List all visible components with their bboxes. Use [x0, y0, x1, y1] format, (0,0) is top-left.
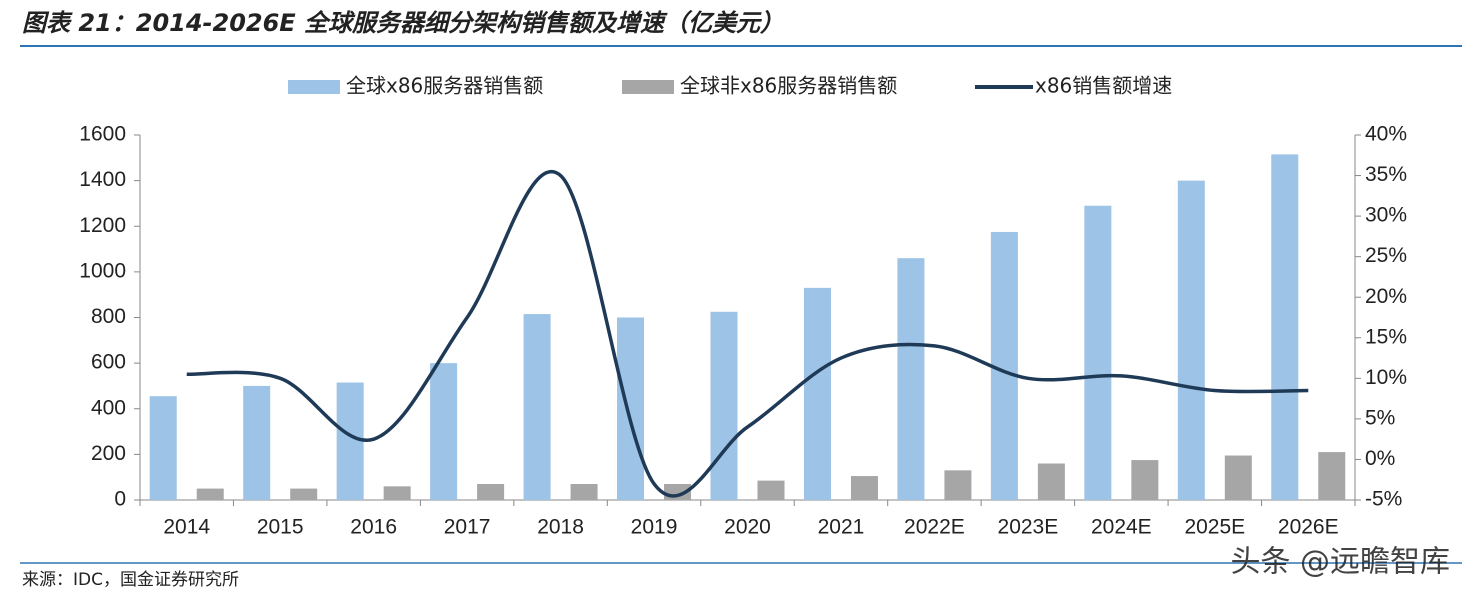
y-tick-label: 600 — [91, 351, 126, 374]
y-tick-label: 800 — [91, 305, 126, 328]
y2-tick-label: 10% — [1365, 366, 1407, 389]
x-tick-label: 2022E — [904, 516, 965, 539]
bar — [477, 484, 505, 500]
bar — [1131, 460, 1159, 500]
bar — [196, 488, 224, 500]
y-tick-label: 0 — [114, 488, 126, 511]
bar — [710, 311, 738, 500]
bar — [1271, 154, 1299, 500]
legend-swatch — [288, 80, 340, 94]
bar — [430, 363, 458, 500]
y-tick-label: 1600 — [79, 123, 126, 146]
source: 来源：IDC，国金证券研究所 — [22, 570, 239, 590]
y2-tick-label: 15% — [1365, 325, 1407, 348]
y-tick-label: 1200 — [79, 214, 126, 237]
bar — [243, 385, 271, 500]
bar — [850, 476, 878, 500]
x-tick-label: 2021 — [818, 516, 865, 539]
y2-tick-label: 25% — [1365, 244, 1407, 267]
line — [186, 170, 1309, 498]
bar — [1318, 452, 1346, 500]
y2-tick-label: 30% — [1365, 204, 1407, 227]
x-tick-label: 2018 — [537, 516, 584, 539]
y-tick-label: 400 — [91, 396, 126, 419]
bar — [944, 470, 972, 500]
y-tick-label: 200 — [91, 442, 126, 465]
bar — [1224, 455, 1252, 500]
bar — [290, 488, 318, 500]
bar — [757, 480, 785, 500]
x-tick-label: 2023E — [998, 516, 1059, 539]
x-tick-label: 2026E — [1278, 516, 1339, 539]
y2-tick-label: -5% — [1365, 488, 1402, 511]
y-tick-label: 1000 — [79, 259, 126, 282]
bar — [1177, 180, 1205, 500]
y-tick-label: 1400 — [79, 168, 126, 191]
y2-tick-label: 20% — [1365, 285, 1407, 308]
y2-tick-label: 40% — [1365, 123, 1407, 146]
bar — [149, 396, 177, 500]
x-tick-label: 2020 — [724, 516, 771, 539]
bar — [570, 484, 598, 500]
bar — [897, 258, 925, 500]
bar — [336, 382, 364, 500]
bar — [803, 287, 831, 500]
legend-label: 全球x86服务器销售额 — [346, 74, 543, 98]
chart-title: 图表 21：2014-2026E 全球服务器细分架构销售额及增速（亿美元） — [22, 9, 784, 37]
bar — [617, 317, 645, 500]
legend-label: x86销售额增速 — [1035, 74, 1172, 98]
x-tick-label: 2017 — [444, 516, 491, 539]
x-tick-label: 2025E — [1184, 516, 1245, 539]
bar — [523, 314, 551, 500]
x-tick-label: 2015 — [257, 516, 304, 539]
legend-label: 全球非x86服务器销售额 — [680, 74, 897, 98]
x-tick-label: 2019 — [631, 516, 678, 539]
x-tick-label: 2024E — [1091, 516, 1152, 539]
watermark: 头条 @远瞻智库 — [1230, 545, 1450, 580]
bar — [1084, 205, 1112, 500]
y2-tick-label: 35% — [1365, 163, 1407, 186]
y2-tick-label: 5% — [1365, 406, 1395, 429]
bar — [1037, 463, 1065, 500]
x-tick-label: 2014 — [163, 516, 210, 539]
y2-tick-label: 0% — [1365, 447, 1395, 470]
legend-swatch — [622, 80, 674, 94]
bar — [383, 486, 411, 500]
x-tick-label: 2016 — [350, 516, 397, 539]
